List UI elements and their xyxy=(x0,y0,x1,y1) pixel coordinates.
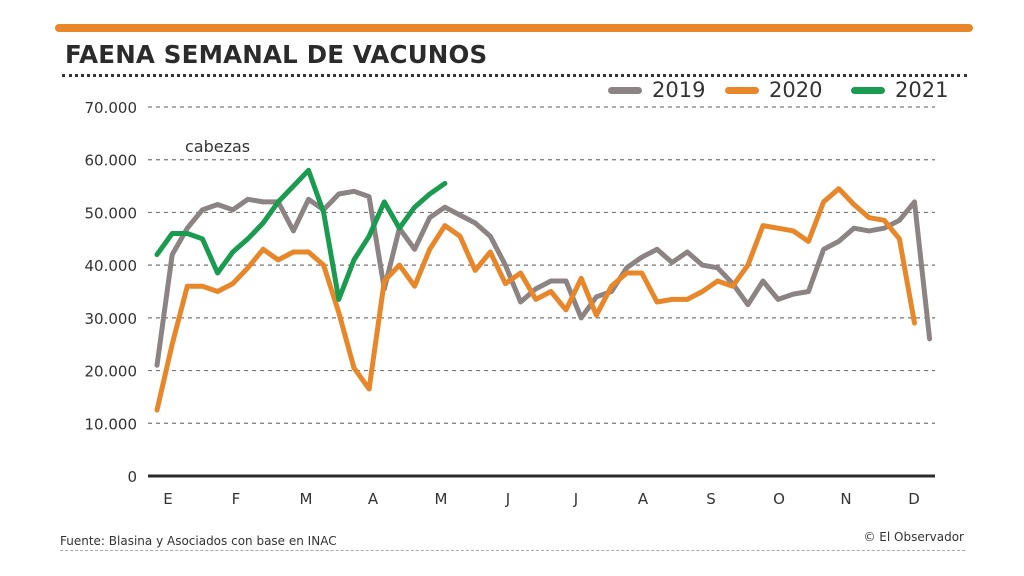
y-tick-label: 70.000 xyxy=(85,99,138,117)
copyright-credit: © El Observador xyxy=(863,530,964,544)
x-tick-label: J xyxy=(505,490,510,508)
legend-item-2019: 2019 xyxy=(608,78,705,102)
y-tick-label: 50.000 xyxy=(85,204,138,222)
header-accent-bar xyxy=(55,24,973,32)
y-axis-ticks: 0 10.000 20.000 30.000 40.000 50.000 60.000 70.… xyxy=(85,99,138,486)
x-tick-label: M xyxy=(300,490,313,508)
legend-swatch-2021 xyxy=(851,86,885,94)
x-tick-label: J xyxy=(573,490,578,508)
y-tick-label: 10.000 xyxy=(85,415,138,433)
legend-label-2021: 2021 xyxy=(895,78,949,102)
y-tick-label: 60.000 xyxy=(85,152,138,170)
title-divider xyxy=(62,74,967,77)
source-note: Fuente: Blasina y Asociados con base en … xyxy=(60,534,337,548)
y-tick-label: 0 xyxy=(127,468,137,486)
x-tick-label: E xyxy=(163,490,172,508)
chart-title: FAENA SEMANAL DE VACUNOS xyxy=(65,40,488,69)
series-lines xyxy=(154,167,933,413)
legend-item-2021: 2021 xyxy=(851,78,948,102)
legend-item-2020: 2020 xyxy=(725,78,822,102)
x-tick-label: A xyxy=(638,490,649,508)
series-line-2021 xyxy=(154,167,448,302)
gridlines xyxy=(148,106,935,424)
legend-label-2020: 2020 xyxy=(769,78,823,102)
x-tick-label: N xyxy=(840,490,851,508)
legend-swatch-2020 xyxy=(725,86,759,94)
x-tick-label: A xyxy=(368,490,379,508)
y-axis-label: cabezas xyxy=(185,137,250,156)
y-tick-label: 40.000 xyxy=(85,257,138,275)
y-tick-label: 30.000 xyxy=(85,310,138,328)
x-tick-label: O xyxy=(773,490,785,508)
legend-label-2019: 2019 xyxy=(652,78,706,102)
x-tick-label: F xyxy=(232,490,241,508)
series-line-2020 xyxy=(154,186,917,413)
y-tick-label: 20.000 xyxy=(85,363,138,381)
x-tick-label: S xyxy=(706,490,716,508)
series-line-2019 xyxy=(154,188,933,368)
legend-swatch-2019 xyxy=(608,86,642,94)
x-tick-label: M xyxy=(435,490,448,508)
x-tick-label: D xyxy=(908,490,920,508)
footer-divider xyxy=(60,550,965,551)
